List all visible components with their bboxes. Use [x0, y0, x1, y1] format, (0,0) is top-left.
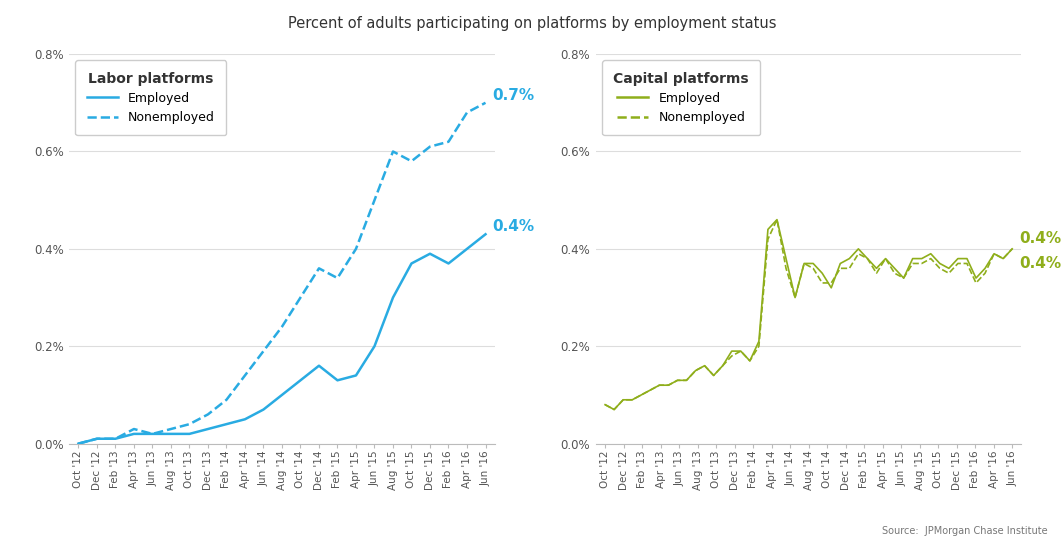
- Text: 0.7%: 0.7%: [493, 88, 534, 103]
- Text: Percent of adults participating on platforms by employment status: Percent of adults participating on platf…: [287, 16, 777, 31]
- Text: 0.4%: 0.4%: [493, 220, 534, 234]
- Legend: Employed, Nonemployed: Employed, Nonemployed: [76, 61, 226, 135]
- Legend: Employed, Nonemployed: Employed, Nonemployed: [602, 61, 760, 135]
- Text: Source:  JPMorgan Chase Institute: Source: JPMorgan Chase Institute: [882, 526, 1048, 536]
- Text: 0.4%: 0.4%: [1019, 232, 1061, 246]
- Text: 0.4%: 0.4%: [1019, 256, 1061, 271]
